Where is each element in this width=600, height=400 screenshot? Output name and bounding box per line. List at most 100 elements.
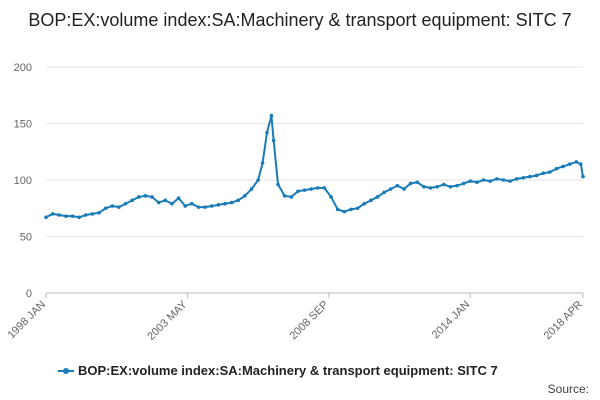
data-point-0-43[interactable]	[316, 186, 320, 190]
data-point-0-70[interactable]	[495, 177, 499, 181]
data-point-0-1[interactable]	[50, 212, 55, 216]
legend[interactable]: BOP:EX:volume index:SA:Machinery & trans…	[58, 363, 498, 378]
y-tick-label-50: 50	[20, 232, 32, 244]
data-point-0-55[interactable]	[395, 183, 400, 188]
data-point-0-60[interactable]	[428, 186, 433, 190]
data-point-0-9[interactable]	[103, 206, 108, 211]
data-point-0-12[interactable]	[123, 201, 128, 206]
y-tick-label-100: 100	[14, 175, 32, 187]
data-point-0-82[interactable]	[574, 160, 579, 164]
data-point-0-39[interactable]	[289, 195, 294, 199]
data-point-0-23[interactable]	[196, 205, 201, 209]
data-point-0-59[interactable]	[422, 184, 426, 189]
data-point-0-78[interactable]	[548, 170, 552, 174]
data-point-0-83[interactable]	[578, 162, 583, 166]
data-point-0-53[interactable]	[382, 190, 386, 195]
data-point-0-27[interactable]	[223, 201, 227, 206]
data-point-0-15[interactable]	[143, 194, 148, 198]
data-point-0-54[interactable]	[388, 187, 393, 191]
x-tick-label-2: 2008 SEP	[287, 299, 331, 343]
series-layer	[44, 113, 585, 220]
data-point-0-38[interactable]	[282, 194, 287, 198]
data-point-0-65[interactable]	[461, 181, 466, 186]
data-point-0-74[interactable]	[521, 175, 526, 180]
data-point-0-32[interactable]	[256, 178, 260, 182]
data-point-0-77[interactable]	[541, 171, 546, 176]
source-label: Source:	[548, 382, 589, 396]
data-point-0-19[interactable]	[170, 201, 174, 206]
x-axis-ticks: 1998 JAN 2003 MAY 2008 SEP 2014 JAN 2018 APR	[5, 293, 585, 343]
data-point-0-22[interactable]	[190, 201, 194, 206]
chart-title: BOP:EX:volume index:SA:Machinery & trans…	[28, 10, 572, 30]
data-point-0-42[interactable]	[309, 187, 313, 191]
data-point-0-73[interactable]	[514, 177, 519, 181]
data-point-0-76[interactable]	[534, 173, 539, 178]
data-point-0-72[interactable]	[508, 179, 512, 183]
data-point-0-41[interactable]	[302, 188, 307, 192]
data-point-0-63[interactable]	[448, 184, 453, 189]
data-point-0-0[interactable]	[44, 215, 48, 220]
data-point-0-33[interactable]	[260, 161, 265, 165]
data-point-0-75[interactable]	[528, 174, 532, 179]
data-point-0-84[interactable]	[581, 174, 585, 179]
data-point-0-17[interactable]	[156, 200, 161, 205]
data-point-0-6[interactable]	[83, 213, 88, 217]
data-point-0-24[interactable]	[203, 205, 207, 209]
data-point-0-68[interactable]	[481, 178, 486, 182]
data-point-0-40[interactable]	[296, 189, 300, 194]
data-point-0-62[interactable]	[441, 182, 446, 187]
data-point-0-25[interactable]	[209, 204, 214, 208]
data-point-0-36[interactable]	[271, 138, 276, 143]
data-point-0-69[interactable]	[488, 179, 492, 183]
data-point-0-35[interactable]	[269, 113, 274, 118]
data-point-0-31[interactable]	[249, 187, 254, 191]
data-point-0-14[interactable]	[137, 195, 141, 199]
data-point-0-18[interactable]	[163, 198, 168, 203]
data-point-0-8[interactable]	[97, 210, 101, 215]
data-point-0-13[interactable]	[130, 198, 134, 203]
data-point-0-28[interactable]	[229, 200, 234, 205]
data-point-0-81[interactable]	[567, 162, 572, 166]
data-point-0-37[interactable]	[276, 182, 280, 187]
data-point-0-57[interactable]	[408, 181, 413, 186]
data-point-0-66[interactable]	[468, 179, 473, 183]
data-point-0-7[interactable]	[90, 212, 95, 216]
data-point-0-16[interactable]	[150, 195, 154, 199]
data-point-0-10[interactable]	[110, 204, 115, 208]
data-point-0-52[interactable]	[375, 195, 380, 199]
y-tick-label-0: 0	[26, 288, 32, 300]
y-axis-ticks: 0 50 100 150 200	[14, 62, 32, 300]
data-point-0-56[interactable]	[402, 187, 406, 191]
data-point-0-26[interactable]	[216, 203, 221, 207]
data-point-0-11[interactable]	[117, 205, 121, 209]
data-point-0-3[interactable]	[64, 214, 68, 218]
data-point-0-2[interactable]	[57, 213, 62, 217]
data-point-0-51[interactable]	[369, 198, 373, 203]
data-point-0-67[interactable]	[475, 180, 479, 185]
data-point-0-5[interactable]	[77, 215, 81, 220]
data-point-0-79[interactable]	[554, 166, 559, 171]
data-point-0-49[interactable]	[355, 206, 360, 211]
data-point-0-34[interactable]	[265, 130, 269, 135]
data-point-0-44[interactable]	[322, 186, 327, 190]
data-point-0-46[interactable]	[335, 207, 340, 212]
data-point-0-4[interactable]	[70, 214, 75, 218]
data-point-0-20[interactable]	[176, 196, 181, 200]
data-point-0-29[interactable]	[236, 198, 241, 203]
data-point-0-64[interactable]	[455, 183, 459, 188]
data-point-0-61[interactable]	[435, 184, 439, 189]
data-point-0-30[interactable]	[243, 194, 247, 198]
series-line-0	[45, 114, 584, 219]
data-point-0-48[interactable]	[349, 207, 353, 212]
data-point-0-47[interactable]	[342, 209, 347, 214]
x-tick-label-1: 2003 MAY	[145, 298, 190, 343]
data-point-0-71[interactable]	[501, 178, 506, 182]
data-point-0-80[interactable]	[561, 164, 565, 169]
data-point-0-45[interactable]	[329, 195, 333, 199]
x-tick-label-4: 2018 APR	[542, 299, 586, 343]
data-point-0-21[interactable]	[183, 204, 188, 208]
y-tick-label-200: 200	[14, 62, 32, 74]
data-point-0-50[interactable]	[362, 201, 367, 206]
legend-marker	[63, 368, 69, 374]
data-point-0-58[interactable]	[415, 180, 420, 185]
